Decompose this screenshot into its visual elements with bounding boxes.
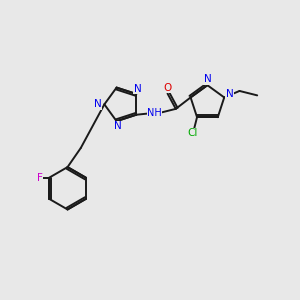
Text: F: F: [37, 173, 43, 183]
Text: NH: NH: [147, 108, 162, 118]
Text: N: N: [203, 74, 211, 84]
Text: N: N: [94, 99, 102, 110]
Text: N: N: [226, 89, 233, 100]
Text: O: O: [163, 83, 171, 93]
Text: N: N: [114, 122, 122, 131]
Text: N: N: [134, 84, 141, 94]
Text: Cl: Cl: [188, 128, 198, 138]
